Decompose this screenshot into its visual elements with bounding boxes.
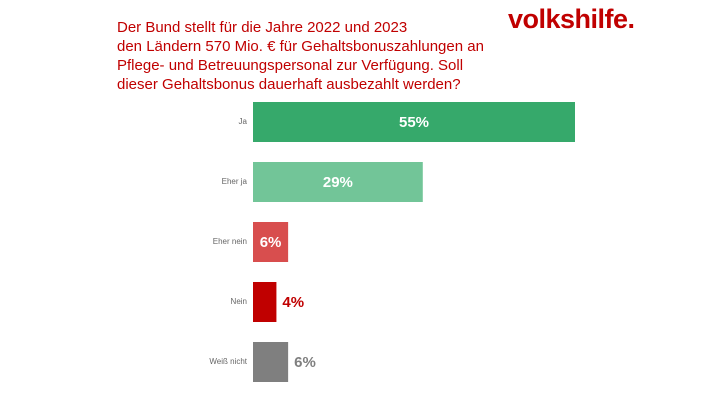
bar <box>253 342 289 382</box>
value-label: 55% <box>399 114 429 131</box>
value-label: 29% <box>323 174 353 191</box>
category-label: Eher ja <box>222 177 248 186</box>
logo: volkshilfe. <box>508 4 635 34</box>
bar <box>253 282 277 322</box>
bar <box>253 102 575 142</box>
category-label: Ja <box>239 117 248 126</box>
chart-title: Der Bund stellt für die Jahre 2022 und 2… <box>117 19 484 93</box>
category-label: Eher nein <box>213 237 247 246</box>
bar <box>253 222 289 262</box>
category-label: Nein <box>231 297 247 306</box>
category-label: Weiß nicht <box>209 357 247 366</box>
value-label: 6% <box>294 354 316 371</box>
value-label: 6% <box>260 234 282 251</box>
value-label: 4% <box>282 294 304 311</box>
bar <box>253 162 423 202</box>
